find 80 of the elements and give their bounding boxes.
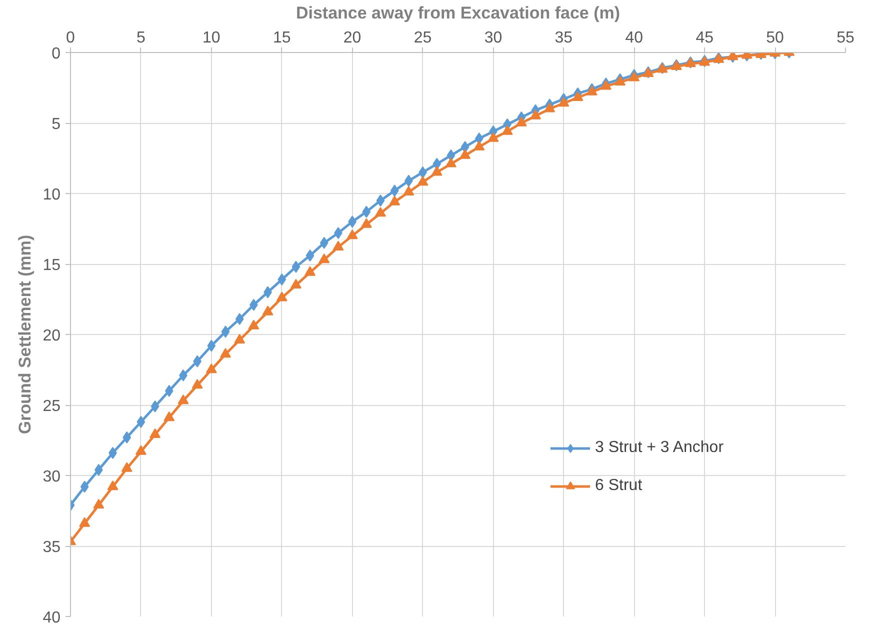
point bbox=[346, 230, 358, 240]
point bbox=[304, 266, 316, 276]
x-tick-label: 5 bbox=[136, 30, 146, 46]
y-tick-label: 30 bbox=[42, 468, 61, 486]
point bbox=[431, 166, 442, 176]
y-tick-label: 0 bbox=[52, 46, 61, 62]
point bbox=[135, 445, 146, 455]
legend-label: 3 Strut + 3 Anchor bbox=[595, 439, 724, 457]
point bbox=[628, 72, 640, 82]
y-tick-label: 25 bbox=[42, 398, 61, 415]
point bbox=[488, 132, 499, 142]
point bbox=[558, 96, 570, 107]
point bbox=[178, 394, 189, 404]
y-tick-label: 35 bbox=[42, 539, 61, 556]
point bbox=[262, 306, 274, 316]
point bbox=[516, 116, 527, 126]
point bbox=[445, 158, 456, 168]
x-tick-label: 55 bbox=[836, 30, 854, 46]
point bbox=[235, 312, 244, 325]
point bbox=[292, 260, 300, 273]
point bbox=[417, 176, 428, 186]
point bbox=[375, 206, 386, 217]
x-tick-label: 35 bbox=[554, 30, 573, 46]
point bbox=[276, 292, 288, 302]
point bbox=[93, 498, 104, 508]
point bbox=[221, 326, 230, 338]
point bbox=[80, 480, 89, 493]
x-tick-label: 50 bbox=[766, 30, 784, 46]
x-tick-label: 20 bbox=[343, 30, 362, 46]
x-tick-label: 25 bbox=[414, 30, 432, 46]
point bbox=[403, 186, 414, 196]
point bbox=[220, 348, 231, 358]
point bbox=[460, 149, 471, 159]
legend-label: 6 Strut bbox=[595, 477, 642, 495]
point bbox=[136, 416, 146, 428]
x-tick-label: 15 bbox=[272, 30, 291, 46]
point bbox=[390, 184, 399, 197]
point bbox=[389, 196, 400, 206]
point bbox=[278, 274, 286, 286]
point bbox=[79, 517, 90, 527]
point bbox=[502, 125, 513, 135]
y-tick-label: 15 bbox=[42, 257, 61, 274]
point bbox=[530, 110, 541, 120]
point bbox=[614, 76, 626, 86]
point bbox=[586, 86, 598, 96]
point bbox=[362, 206, 371, 218]
point bbox=[572, 91, 584, 102]
point bbox=[206, 363, 217, 374]
point bbox=[290, 278, 302, 289]
x-tick-label: 30 bbox=[484, 30, 502, 46]
point bbox=[544, 102, 556, 112]
y-tick-label: 5 bbox=[52, 116, 61, 133]
point bbox=[150, 428, 161, 438]
x-tick-label: 0 bbox=[66, 30, 76, 46]
point bbox=[122, 431, 132, 444]
x-axis-title: Distance away from Excavation face (m) bbox=[296, 4, 620, 22]
y-tick-label: 20 bbox=[42, 328, 61, 344]
point bbox=[164, 384, 174, 397]
point bbox=[320, 236, 328, 249]
x-tick-label: 40 bbox=[625, 30, 644, 46]
point bbox=[474, 140, 485, 150]
point bbox=[318, 253, 330, 264]
point bbox=[150, 400, 160, 412]
y-tick-label: 40 bbox=[42, 610, 61, 626]
point bbox=[207, 340, 216, 352]
point bbox=[248, 320, 260, 330]
x-tick-label: 45 bbox=[696, 30, 714, 46]
x-tick-label: 10 bbox=[202, 30, 220, 46]
point bbox=[332, 240, 344, 250]
point bbox=[121, 462, 132, 472]
point bbox=[192, 378, 203, 389]
y-tick-label: 10 bbox=[42, 186, 61, 204]
point bbox=[164, 411, 175, 422]
y-axis-title: Ground Settlement (mm) bbox=[16, 234, 35, 434]
point bbox=[234, 334, 246, 344]
point bbox=[376, 194, 385, 207]
point bbox=[360, 218, 372, 228]
point bbox=[600, 80, 612, 90]
point bbox=[107, 480, 118, 490]
point bbox=[306, 250, 314, 262]
